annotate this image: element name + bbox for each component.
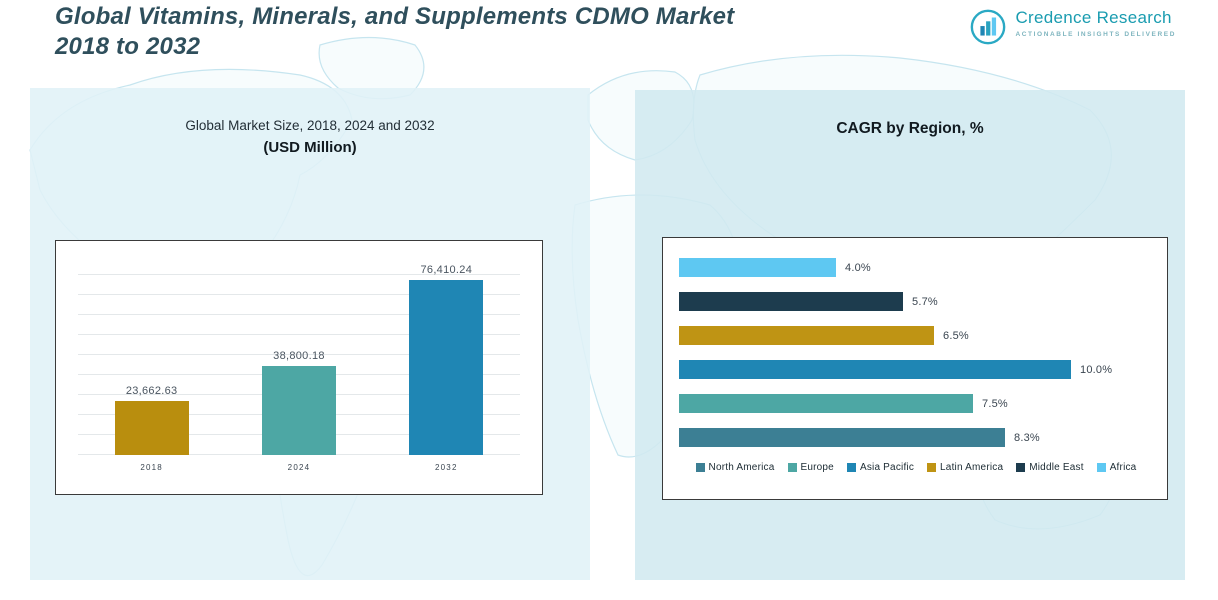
cagr-bar-row-europe: 7.5% [679, 394, 1153, 413]
market-size-plot-area: 23,662.63 38,800.18 76,410.24 [78, 255, 520, 455]
legend-swatch-latin-america [927, 463, 937, 472]
market-size-bar-group-2032: 76,410.24 [391, 255, 501, 455]
cagr-bar-africa [679, 258, 836, 277]
market-size-panel: Global Market Size, 2018, 2024 and 2032 … [30, 88, 590, 580]
legend-label: Latin America [940, 462, 1004, 473]
cagr-bar-latin-america [679, 326, 934, 345]
market-size-x-axis: 2018 2024 2032 [78, 463, 520, 472]
legend-item-asia-pacific: Asia Pacific [846, 462, 915, 473]
legend-swatch-asia-pacific [846, 463, 856, 472]
legend-label: Africa [1109, 462, 1137, 473]
credence-tagline: Actionable Insights Delivered [1015, 31, 1176, 38]
cagr-chart: 4.0% 5.7% 6.5% 10.0% 7.5% 8.3% North America E… [662, 237, 1168, 500]
cagr-bar-row-africa: 4.0% [679, 258, 1153, 277]
credence-logo-icon [969, 8, 1007, 51]
cagr-value-label: 6.5% [943, 329, 969, 342]
bar-value-label: 76,410.24 [420, 264, 473, 276]
legend-swatch-middle-east [1016, 463, 1026, 472]
cagr-bar-europe [679, 394, 973, 413]
cagr-value-label: 4.0% [845, 261, 871, 274]
legend-item-north-america: North America [695, 462, 775, 473]
cagr-value-label: 8.3% [1014, 431, 1040, 444]
credence-brand-name: Credence Research [1015, 8, 1172, 27]
legend-item-middle-east: Middle East [1016, 462, 1083, 473]
legend-label: Asia Pacific [859, 462, 915, 473]
page-title-line2: 2018 to 2032 [55, 33, 201, 60]
market-size-bar-group-2024: 38,800.18 [244, 255, 354, 455]
x-axis-label-2032: 2032 [435, 463, 458, 472]
cagr-value-label: 10.0% [1080, 363, 1113, 376]
x-axis-label-2018: 2018 [140, 463, 163, 472]
credence-logo: Credence Research Actionable Insights De… [969, 8, 1176, 51]
cagr-plot-area: 4.0% 5.7% 6.5% 10.0% 7.5% 8.3% [679, 258, 1153, 447]
cagr-bar-row-asia-pacific: 10.0% [679, 360, 1153, 379]
legend-label: North America [708, 462, 775, 473]
bar-2024 [261, 366, 336, 455]
cagr-legend: North America Europe Asia Pacific Latin Ame… [679, 462, 1153, 473]
legend-swatch-europe [787, 463, 797, 472]
x-axis-label-2024: 2024 [287, 463, 311, 472]
legend-swatch-north-america [695, 463, 705, 472]
cagr-value-label: 7.5% [982, 397, 1008, 410]
legend-item-europe: Europe [787, 462, 834, 473]
bar-2018 [114, 401, 189, 455]
market-size-chart: 23,662.63 38,800.18 76,410.24 2018 2024 2032 [55, 240, 543, 495]
cagr-bar-middle-east [679, 292, 903, 311]
cagr-panel: CAGR by Region, % 4.0% 5.7% 6.5% 10.0% 7.5% 8… [635, 90, 1185, 580]
cagr-bar-row-latin-america: 6.5% [679, 326, 1153, 345]
page-title-line1: Global Vitamins, Minerals, and Supplemen… [55, 3, 735, 30]
legend-label: Middle East [1029, 462, 1084, 473]
page-title: Global Vitamins, Minerals, and Supplemen… [55, 2, 935, 62]
legend-swatch-africa [1096, 463, 1106, 472]
cagr-bar-row-north-america: 8.3% [679, 428, 1153, 447]
bar-value-label: 38,800.18 [273, 350, 325, 362]
cagr-chart-title: CAGR by Region, % [836, 120, 984, 137]
market-size-bar-group-2018: 23,662.63 [97, 255, 207, 455]
legend-item-latin-america: Latin America [927, 462, 1003, 473]
bar-2032 [409, 280, 484, 455]
legend-item-africa: Africa [1096, 462, 1137, 473]
cagr-bar-row-middle-east: 5.7% [679, 292, 1153, 311]
legend-label: Europe [800, 462, 834, 473]
market-size-title-line2: (USD Million) [263, 139, 357, 156]
cagr-bar-asia-pacific [679, 360, 1071, 379]
market-size-chart-title: Global Market Size, 2018, 2024 and 2032 … [30, 118, 590, 156]
bar-value-label: 23,662.63 [125, 385, 178, 397]
market-size-title-line1: Global Market Size, 2018, 2024 and 2032 [185, 118, 435, 133]
cagr-value-label: 5.7% [912, 295, 938, 308]
credence-logo-text: Credence Research Actionable Insights De… [1015, 8, 1176, 38]
cagr-bar-north-america [679, 428, 1005, 447]
